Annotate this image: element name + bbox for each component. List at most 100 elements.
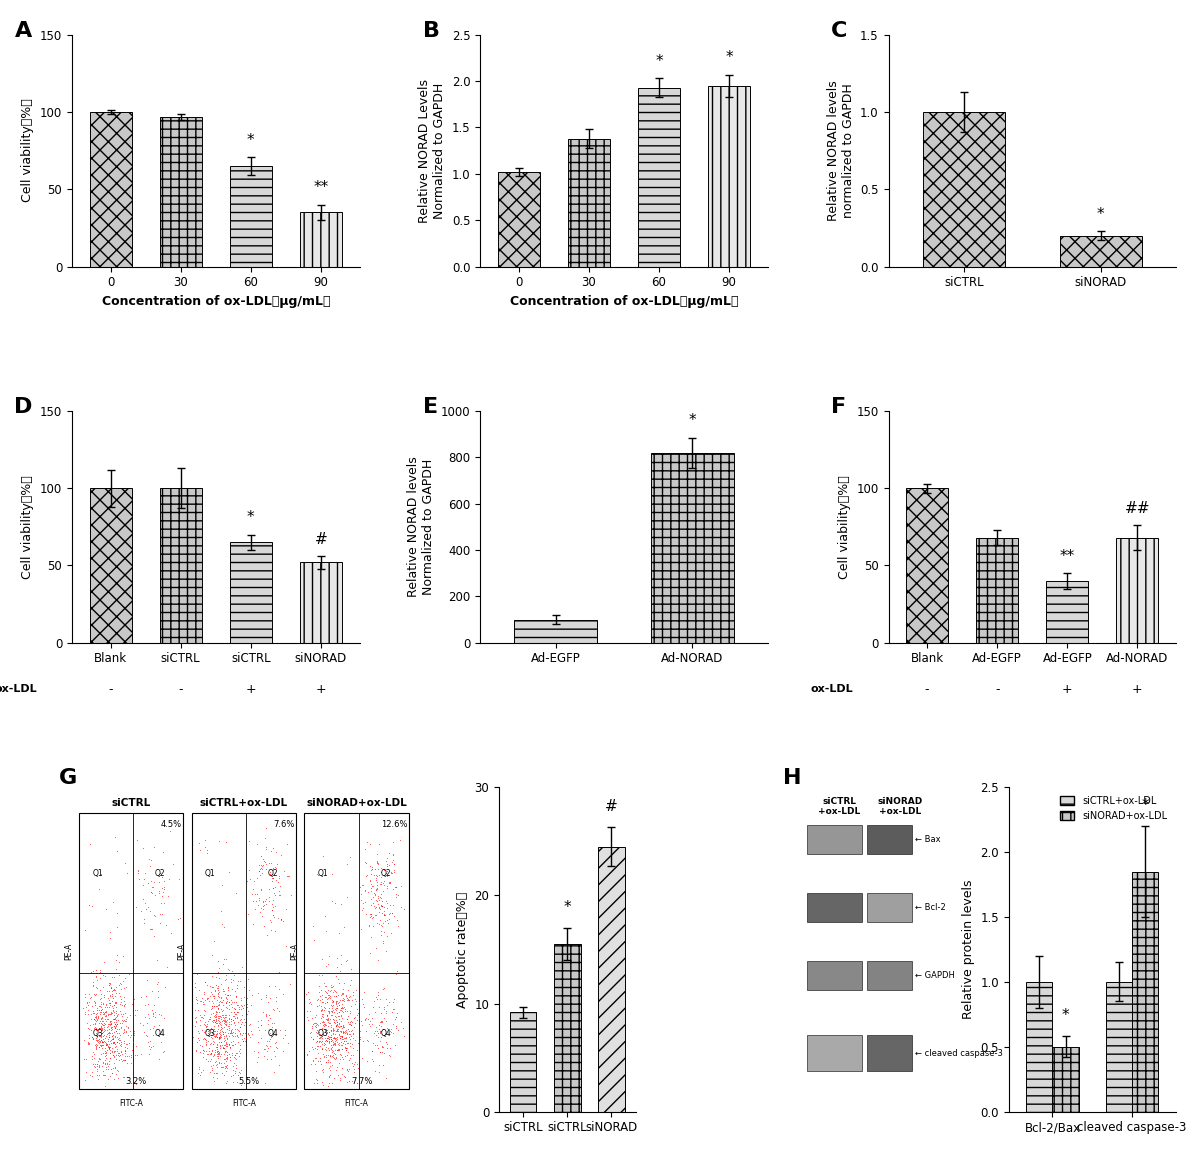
Point (541, 27, 560, 45)
Point (528, 389, 547, 408)
Point (640, 142, 659, 161)
Point (504, 201, 523, 220)
Point (896, 82, 916, 101)
Point (516, 305, 535, 323)
Point (856, 419, 875, 438)
Point (556, 296, 575, 315)
Point (757, 263, 776, 281)
Point (500, 221, 520, 240)
Point (528, 362, 547, 381)
Point (502, 522, 521, 541)
Text: *: * (247, 132, 254, 147)
Point (492, 261, 511, 279)
Point (782, 426, 802, 445)
Point (554, 340, 574, 359)
Point (538, 73, 557, 91)
Point (460, 109, 479, 127)
Point (618, 147, 637, 166)
Point (700, 201, 719, 220)
Bar (300, 563, 342, 643)
Bar (708, 86, 750, 266)
Point (497, 164, 516, 183)
Point (680, 308, 700, 327)
Point (569, 144, 588, 162)
Point (497, 138, 516, 156)
Bar (599, 846, 625, 1112)
Bar (300, 212, 342, 266)
Point (500, 335, 520, 353)
Y-axis label: Relative protein levels: Relative protein levels (961, 880, 974, 1019)
Bar (498, 171, 540, 266)
Bar (923, 112, 1004, 266)
Point (707, 104, 726, 123)
Point (580, 49, 599, 67)
Point (589, 38, 608, 57)
Point (568, 262, 587, 280)
Point (719, 100, 738, 118)
Point (442, 134, 461, 153)
Point (464, 639, 484, 658)
Point (515, 409, 534, 427)
Point (610, 59, 629, 78)
Text: #: # (605, 799, 618, 814)
Point (484, 308, 503, 327)
Point (793, 205, 812, 223)
Point (702, 214, 721, 233)
Point (546, 497, 565, 515)
Point (518, 299, 538, 317)
Point (698, 623, 718, 642)
Point (350, 30, 370, 49)
Text: Q2: Q2 (268, 870, 278, 878)
Point (613, 98, 632, 117)
Text: PE-A: PE-A (290, 943, 299, 960)
Point (487, 115, 506, 133)
Point (626, 44, 646, 63)
Text: ##: ## (1124, 501, 1150, 516)
Point (469, 476, 488, 494)
Text: +: + (1062, 682, 1073, 696)
Point (638, 57, 658, 75)
Text: PE-A: PE-A (178, 943, 186, 960)
Bar (638, 88, 680, 266)
Bar (229, 166, 272, 266)
Point (649, 56, 668, 74)
Point (553, 52, 572, 71)
Point (667, 335, 686, 353)
Bar (229, 542, 272, 643)
Point (596, 45, 616, 64)
Point (500, 76, 520, 95)
Point (455, 252, 474, 271)
Point (572, 453, 592, 471)
Point (767, 501, 786, 520)
Point (708, 393, 727, 411)
Point (484, 336, 503, 354)
Point (648, 404, 667, 423)
Point (492, 346, 511, 365)
Text: *: * (655, 54, 662, 69)
Point (414, 613, 433, 631)
Point (448, 87, 467, 105)
Point (457, 98, 476, 117)
Point (607, 97, 626, 116)
Point (457, 506, 476, 525)
Point (410, 437, 430, 455)
Point (964, 342, 983, 360)
Point (584, 117, 604, 135)
Point (586, 550, 605, 569)
Point (706, 296, 725, 315)
Point (437, 81, 456, 100)
Point (530, 433, 550, 452)
Point (564, 227, 583, 245)
Point (610, 159, 629, 177)
Point (506, 309, 526, 328)
Point (510, 278, 529, 296)
Point (494, 12, 514, 30)
Point (758, 64, 778, 82)
Point (475, 523, 494, 542)
Y-axis label: Relative NORAD levels
Normalized to GAPDH: Relative NORAD levels Normalized to GAPD… (407, 456, 436, 598)
Point (545, 507, 564, 526)
Point (1068, 85, 1087, 103)
Point (590, 251, 610, 270)
Bar (1132, 872, 1158, 1112)
Text: 7.7%: 7.7% (352, 1077, 372, 1086)
